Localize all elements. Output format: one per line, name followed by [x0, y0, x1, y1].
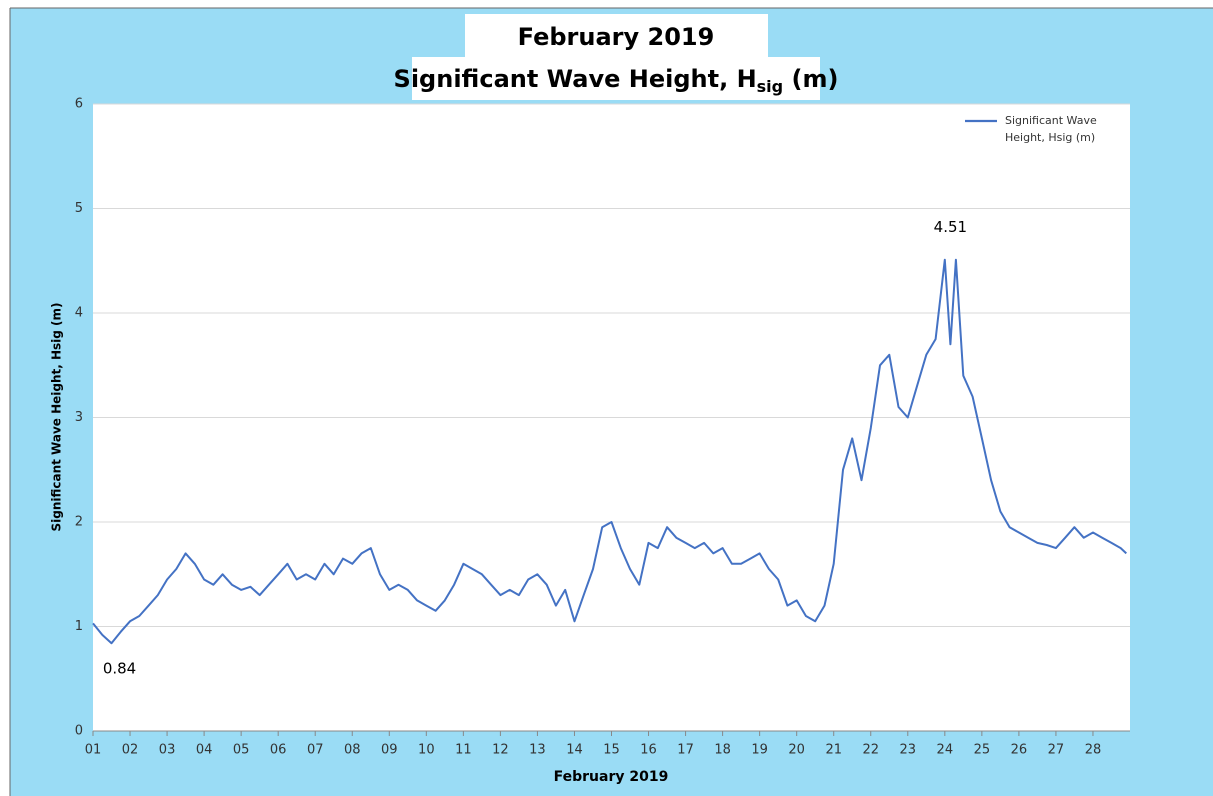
x-tick-label: 03 [159, 743, 176, 758]
x-tick-label: 06 [270, 743, 287, 758]
legend-label: Significant Wave Height, Hsig (m) [1005, 114, 1097, 144]
y-tick-label: 4 [75, 306, 83, 321]
subtitle-box [412, 57, 820, 100]
subtitle-text: Significant Wave Height, H [394, 65, 757, 93]
x-tick-label: 08 [344, 743, 361, 758]
x-tick-label: 28 [1085, 743, 1102, 758]
x-tick-label: 05 [233, 743, 250, 758]
x-tick-label: 16 [640, 743, 657, 758]
x-tick-label: 15 [603, 743, 620, 758]
x-tick-label: 24 [937, 743, 954, 758]
annotation: 0.84 [103, 660, 136, 678]
title-box [465, 14, 768, 58]
x-tick-label: 27 [1048, 743, 1065, 758]
x-tick-label: 02 [122, 743, 139, 758]
x-tick-label: 04 [196, 743, 213, 758]
x-tick-label: 21 [825, 743, 842, 758]
x-tick-label: 17 [677, 743, 694, 758]
x-tick-label: 14 [566, 743, 583, 758]
x-tick-label: 20 [788, 743, 805, 758]
x-tick-label: 25 [974, 743, 991, 758]
legend-swatch [965, 119, 997, 123]
x-axis-title: February 2019 [554, 769, 669, 785]
chart-title: February 2019 [518, 23, 715, 51]
y-tick-label: 0 [75, 724, 83, 739]
x-tick-label: 26 [1011, 743, 1028, 758]
annotation: 4.51 [934, 218, 967, 236]
x-tick-label: 22 [862, 743, 879, 758]
y-tick-label: 6 [75, 97, 83, 112]
y-tick-label: 1 [75, 619, 83, 634]
y-tick-label: 3 [75, 410, 83, 425]
x-tick-label: 23 [900, 743, 917, 758]
x-tick-label: 10 [418, 743, 435, 758]
y-axis-title: Significant Wave Height, Hsig (m) [50, 302, 64, 531]
y-tick-label: 5 [75, 201, 83, 216]
x-tick-label: 09 [381, 743, 398, 758]
x-tick-label: 07 [307, 743, 324, 758]
chart-subtitle: Significant Wave Height, Hsig (m) [394, 65, 839, 96]
subtitle-subscript: sig [757, 77, 783, 96]
x-tick-label: 11 [455, 743, 472, 758]
x-tick-label: 12 [492, 743, 509, 758]
series-line [92, 258, 1127, 645]
x-tick-label: 18 [714, 743, 731, 758]
legend: Significant Wave Height, Hsig (m) [965, 112, 1120, 146]
subtitle-text: (m) [783, 65, 838, 93]
x-tick-label: 19 [751, 743, 768, 758]
x-tick-label: 01 [85, 743, 102, 758]
y-tick-label: 2 [75, 515, 83, 530]
x-tick-label: 13 [529, 743, 546, 758]
